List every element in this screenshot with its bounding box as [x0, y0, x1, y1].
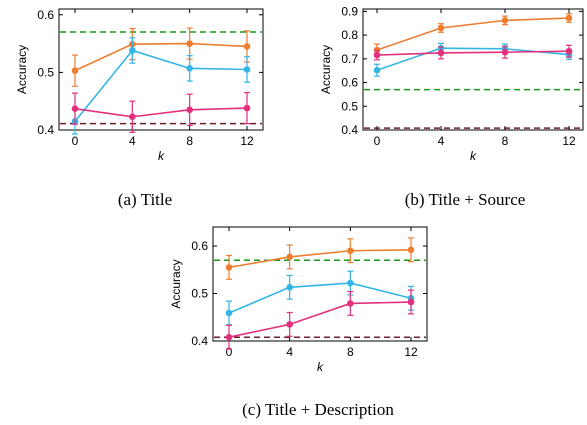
y-tick-label: 0.6	[341, 76, 358, 90]
x-tick-label: 4	[438, 134, 445, 148]
data-point	[565, 47, 573, 55]
data-point	[501, 17, 509, 24]
panel-caption: (b) Title + Source	[405, 190, 526, 209]
series-line-3	[74, 107, 248, 118]
x-tick-label: 4	[129, 134, 136, 148]
x-tick-label: 0	[374, 134, 381, 148]
x-axis-label: k	[470, 149, 477, 163]
series-line-2	[74, 49, 248, 122]
data-point	[186, 40, 193, 47]
data-point	[225, 333, 233, 341]
data-point	[286, 253, 293, 261]
x-axis-label: k	[317, 360, 324, 374]
data-point	[186, 65, 193, 72]
data-point	[347, 279, 354, 287]
y-tick-label: 0.6	[37, 8, 54, 22]
plot-frame	[362, 8, 584, 131]
data-point	[129, 47, 136, 54]
y-tick-label: 0.4	[37, 123, 54, 137]
x-tick-label: 12	[404, 345, 418, 359]
y-tick-label: 0.4	[341, 123, 358, 137]
data-point	[565, 14, 573, 22]
x-tick-label: 8	[186, 134, 193, 148]
chart-panel-1: 0 4 8 12 0.4 0.5 0.6 Accuracy k (a) Title	[15, 8, 264, 209]
data-point	[129, 113, 136, 121]
data-point	[437, 49, 445, 57]
x-tick-label: 12	[562, 134, 576, 148]
x-tick-label: 12	[240, 134, 254, 148]
data-point	[286, 284, 293, 291]
x-tick-label: 0	[72, 134, 79, 148]
series-line-1	[228, 249, 412, 269]
chart-panel-3: 0 4 8 12 0.4 0.5 0.6 Accuracy k (c) Title + Descr…	[169, 226, 428, 419]
plot-frame	[58, 8, 264, 131]
data-point	[225, 309, 233, 317]
x-axis-label: k	[158, 149, 165, 163]
y-tick-label: 0.8	[341, 28, 358, 42]
data-point	[286, 321, 293, 328]
data-point	[437, 24, 445, 32]
panel-caption: (c) Title + Description	[242, 400, 394, 419]
data-point	[243, 66, 251, 73]
y-tick-label: 0.5	[191, 287, 208, 301]
series-line-2	[228, 282, 412, 314]
y-tick-label: 0.9	[341, 4, 358, 18]
data-point	[71, 67, 79, 74]
data-point	[407, 246, 415, 254]
y-tick-label: 0.6	[191, 239, 208, 253]
y-axis-label: Accuracy	[15, 45, 29, 94]
y-tick-label: 0.5	[341, 99, 358, 113]
x-tick-label: 0	[226, 345, 233, 359]
data-point	[243, 43, 251, 50]
series-line-1	[74, 42, 248, 72]
x-tick-label: 8	[502, 134, 509, 148]
y-tick-label: 0.7	[341, 52, 358, 66]
y-axis-label: Accuracy	[169, 259, 183, 308]
data-point	[373, 66, 381, 74]
data-point	[347, 247, 354, 255]
y-axis-label: Accuracy	[319, 45, 333, 94]
y-tick-label: 0.4	[191, 334, 208, 348]
panel-caption: (a) Title	[118, 190, 172, 209]
y-tick-label: 0.5	[37, 65, 54, 79]
data-point	[71, 105, 79, 112]
series-line-3	[228, 301, 412, 338]
x-tick-label: 4	[286, 345, 293, 359]
series-line-3	[376, 50, 570, 56]
data-point	[347, 300, 354, 307]
data-point	[373, 51, 381, 59]
data-point	[225, 264, 233, 271]
data-point	[243, 104, 251, 112]
plot-frame	[212, 226, 428, 342]
series-line-1	[376, 17, 570, 51]
x-tick-label: 8	[347, 345, 354, 359]
data-point	[501, 48, 509, 56]
data-point	[407, 298, 415, 306]
data-point	[186, 106, 193, 114]
chart-panel-2: 0 4 8 12 0.4 0.5 0.6 0.7 0.8 0.9 Accuracy k (b) Titl…	[319, 4, 584, 209]
